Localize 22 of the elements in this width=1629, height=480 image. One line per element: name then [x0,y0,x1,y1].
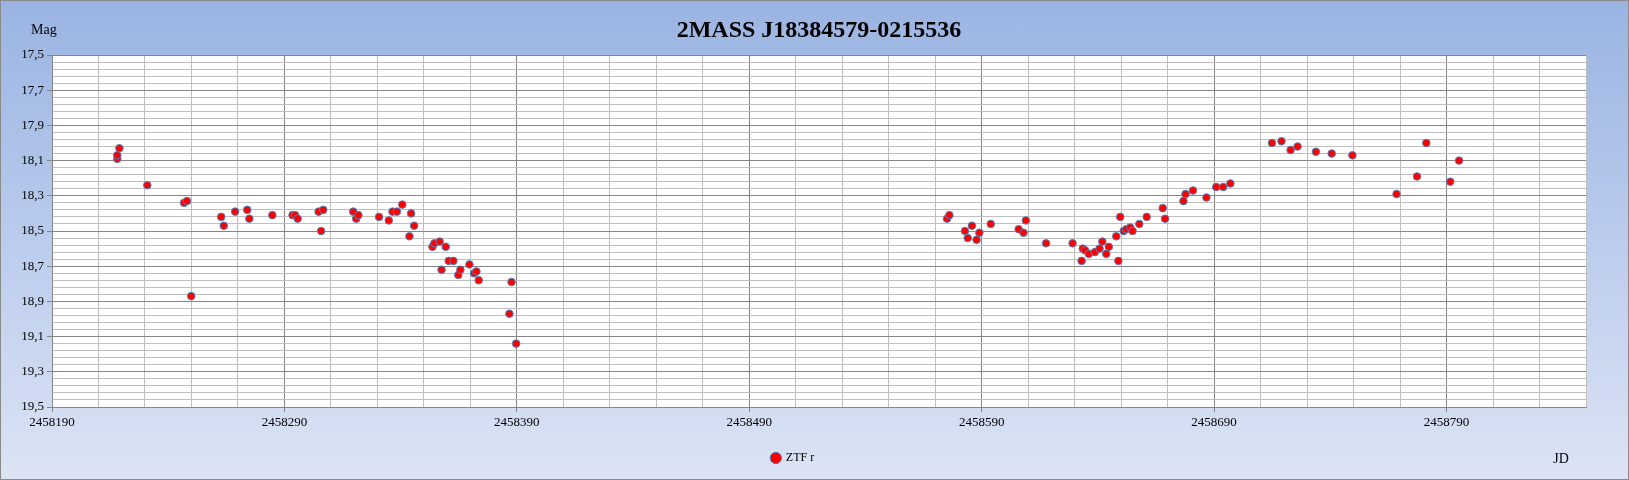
y-tick-label: 17,7 [21,81,45,97]
y-tick-label: 18,1 [21,152,44,168]
x-tick-label: 2458390 [494,414,540,430]
x-tick-label: 2458590 [958,414,1005,430]
x-axis-title: JD [1553,450,1569,466]
y-tick-label: 19,5 [21,398,44,414]
y-tick-label: 19,3 [21,363,44,379]
y-tick-label: 19,1 [21,328,44,344]
x-tick-label: 2458190 [29,414,75,430]
x-tick-label: 2458790 [1423,414,1470,430]
y-tick-label: 18,9 [21,292,44,308]
x-tick-label: 2458690 [1191,414,1237,430]
y-tick-label: 18,3 [21,187,44,203]
x-tick-label: 2458290 [261,414,308,430]
y-tick-label: 18,5 [21,222,44,238]
y-tick-label: 17,5 [21,46,44,62]
legend-label: ZTF r [785,450,815,465]
x-tick-label: 2458490 [726,414,773,430]
chart-title: 2MASS J18384579-0215536 [676,16,962,43]
y-axis-title: Mag [31,21,57,37]
y-tick-label: 18,7 [21,257,45,273]
y-tick-label: 17,9 [21,116,44,132]
